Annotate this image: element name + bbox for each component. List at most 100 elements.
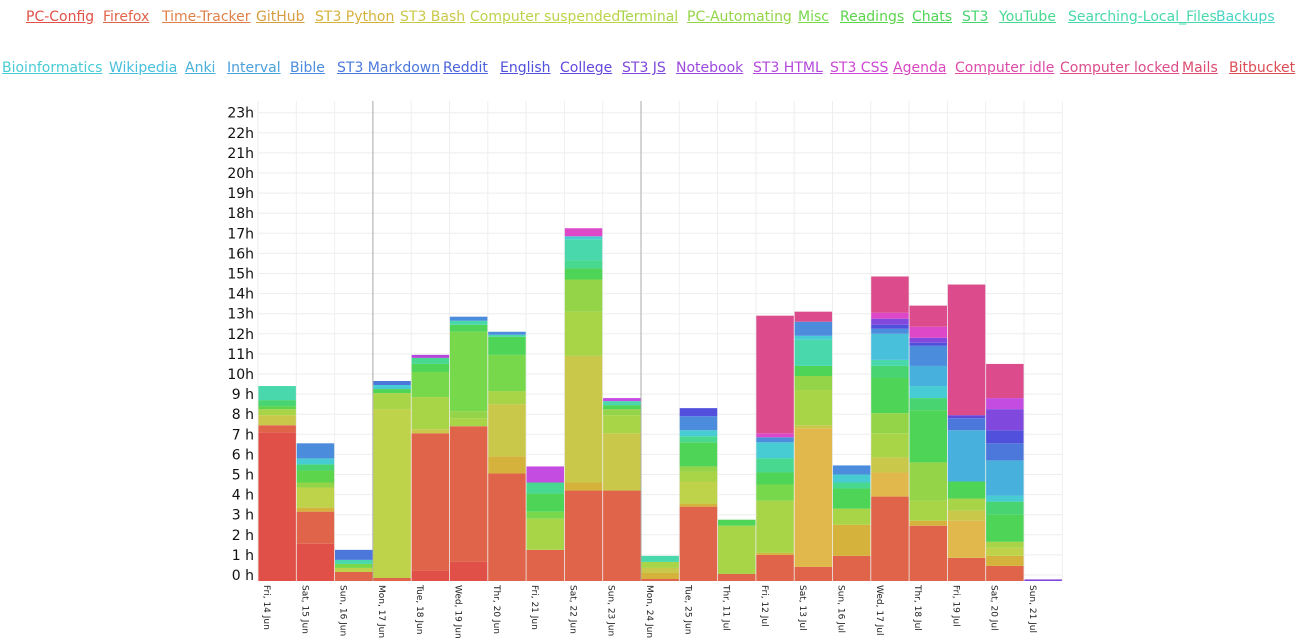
bar-segment[interactable] xyxy=(718,519,756,526)
bar-segment[interactable] xyxy=(909,462,948,501)
bar-segment[interactable] xyxy=(679,416,718,431)
bar-segment[interactable] xyxy=(296,470,335,483)
legend-item-anki[interactable]: Anki xyxy=(185,60,216,76)
bar-segment[interactable] xyxy=(679,506,718,581)
bar-segment[interactable] xyxy=(756,433,794,438)
legend-item-agenda[interactable]: Agenda xyxy=(893,60,947,76)
bar-segment[interactable] xyxy=(794,339,833,366)
bar-segment[interactable] xyxy=(411,429,450,434)
bar-segment[interactable] xyxy=(564,355,603,483)
bar-segment[interactable] xyxy=(335,567,373,572)
bar-segment[interactable] xyxy=(258,415,296,426)
bar-segment[interactable] xyxy=(986,555,1024,566)
bar-segment[interactable] xyxy=(373,409,411,578)
bar-segment[interactable] xyxy=(794,428,833,567)
bar-segment[interactable] xyxy=(679,436,718,443)
bar-segment[interactable] xyxy=(526,518,565,550)
bar-segment[interactable] xyxy=(986,363,1024,399)
bar-segment[interactable] xyxy=(564,490,603,581)
bar-segment[interactable] xyxy=(526,466,565,483)
bar-segment[interactable] xyxy=(258,409,296,416)
bar-segment[interactable] xyxy=(909,365,948,387)
bar-segment[interactable] xyxy=(871,457,909,473)
bar-segment[interactable] xyxy=(603,409,641,416)
bar-segment[interactable] xyxy=(488,334,526,337)
bar-segment[interactable] xyxy=(449,561,488,581)
bar-segment[interactable] xyxy=(641,561,679,568)
bar-segment[interactable] xyxy=(909,326,948,338)
bar-segment[interactable] xyxy=(871,324,909,329)
legend-item-pc-config[interactable]: PC-Config xyxy=(26,9,95,25)
bar-segment[interactable] xyxy=(335,549,373,560)
bar-segment[interactable] xyxy=(871,496,909,581)
bar-segment[interactable] xyxy=(871,472,909,497)
bar-segment[interactable] xyxy=(832,482,871,489)
bar-segment[interactable] xyxy=(258,425,296,433)
bar-segment[interactable] xyxy=(335,571,373,581)
bar-segment[interactable] xyxy=(794,566,833,581)
bar-segment[interactable] xyxy=(871,413,909,434)
bar-segment[interactable] xyxy=(794,365,833,376)
bar-segment[interactable] xyxy=(641,567,679,573)
bar-segment[interactable] xyxy=(411,371,450,398)
legend-item-searching-local-files[interactable]: Searching-Local_Files xyxy=(1068,9,1217,25)
legend-item-time-tracker[interactable]: Time-Tracker xyxy=(162,9,251,25)
bar-segment[interactable] xyxy=(909,398,948,411)
legend-item-terminal[interactable]: Terminal xyxy=(619,9,679,25)
bar-segment[interactable] xyxy=(488,473,526,581)
bar-segment[interactable] xyxy=(488,391,526,405)
bar-segment[interactable] xyxy=(1024,579,1062,581)
bar-segment[interactable] xyxy=(909,305,948,327)
bar-segment[interactable] xyxy=(258,386,296,401)
legend-item-st3-css[interactable]: ST3 CSS xyxy=(830,60,889,76)
bar-segment[interactable] xyxy=(411,354,450,358)
bar-segment[interactable] xyxy=(986,514,1024,542)
bar-segment[interactable] xyxy=(526,511,565,519)
bar-segment[interactable] xyxy=(526,482,565,494)
bar-segment[interactable] xyxy=(909,337,948,343)
bar-segment[interactable] xyxy=(449,426,488,562)
bar-segment[interactable] xyxy=(756,472,794,485)
legend-item-bitbucket[interactable]: Bitbucket xyxy=(1229,60,1296,76)
bar-segment[interactable] xyxy=(488,404,526,457)
bar-segment[interactable] xyxy=(411,357,450,364)
bar-segment[interactable] xyxy=(296,487,335,508)
bar-segment[interactable] xyxy=(488,336,526,355)
bar-segment[interactable] xyxy=(449,418,488,427)
bar-segment[interactable] xyxy=(794,321,833,336)
bar-segment[interactable] xyxy=(411,570,450,581)
legend-item-backups[interactable]: Backups xyxy=(1216,9,1275,25)
bar-segment[interactable] xyxy=(756,552,794,555)
bar-segment[interactable] xyxy=(986,409,1024,431)
bar-segment[interactable] xyxy=(871,433,909,458)
bar-segment[interactable] xyxy=(871,318,909,325)
bar-segment[interactable] xyxy=(296,507,335,512)
legend-item-readings[interactable]: Readings xyxy=(840,9,905,25)
bar-segment[interactable] xyxy=(986,541,1024,548)
bar-segment[interactable] xyxy=(756,437,794,443)
bar-segment[interactable] xyxy=(947,430,986,482)
bar-segment[interactable] xyxy=(449,324,488,332)
bar-segment[interactable] xyxy=(947,284,986,416)
bar-segment[interactable] xyxy=(258,432,296,581)
bar-segment[interactable] xyxy=(603,405,641,410)
bar-segment[interactable] xyxy=(718,525,756,574)
bar-segment[interactable] xyxy=(296,464,335,471)
bar-segment[interactable] xyxy=(871,359,909,366)
bar-segment[interactable] xyxy=(986,495,1024,502)
bar-segment[interactable] xyxy=(871,333,909,360)
legend-item-reddit[interactable]: Reddit xyxy=(443,60,488,76)
bar-segment[interactable] xyxy=(373,385,411,390)
bar-segment[interactable] xyxy=(832,474,871,483)
bar-segment[interactable] xyxy=(564,311,603,356)
legend-item-wikipedia[interactable]: Wikipedia xyxy=(109,60,178,76)
bar-segment[interactable] xyxy=(794,375,833,391)
legend-item-mails[interactable]: Mails xyxy=(1182,60,1218,76)
bar-segment[interactable] xyxy=(679,471,718,482)
legend-item-st3-python[interactable]: ST3 Python xyxy=(315,9,395,25)
bar-segment[interactable] xyxy=(947,557,986,581)
bar-segment[interactable] xyxy=(411,433,450,571)
bar-segment[interactable] xyxy=(794,425,833,429)
legend-item-bible[interactable]: Bible xyxy=(290,60,325,76)
bar-segment[interactable] xyxy=(756,442,794,459)
